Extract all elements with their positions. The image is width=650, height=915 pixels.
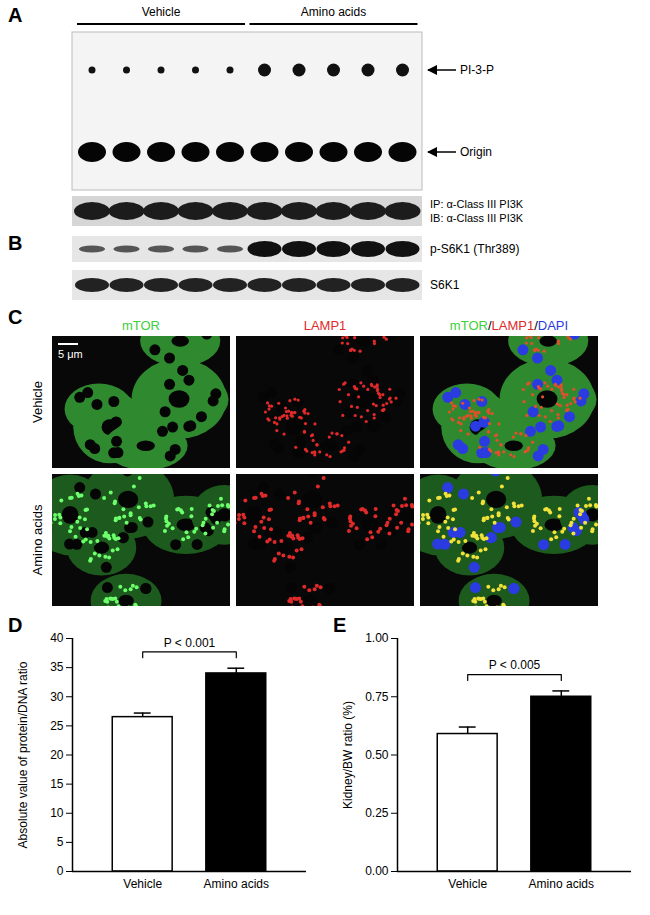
svg-text:B: B: [8, 232, 22, 254]
svg-text:0: 0: [57, 864, 64, 878]
svg-text:0.50: 0.50: [365, 748, 389, 762]
svg-text:mTOR/LAMP1/DAPI: mTOR/LAMP1/DAPI: [450, 318, 568, 333]
svg-text:LAMP1: LAMP1: [304, 318, 347, 333]
svg-text:25: 25: [50, 719, 64, 733]
svg-text:10: 10: [50, 806, 64, 820]
svg-text:Vehicle: Vehicle: [448, 877, 487, 891]
svg-text:mTOR: mTOR: [122, 318, 160, 333]
svg-text:0.25: 0.25: [365, 806, 389, 820]
html-text:D: D: [8, 614, 23, 636]
svg-text:15: 15: [50, 777, 64, 791]
svg-text:Amino acids: Amino acids: [30, 504, 45, 575]
svg-text:0.75: 0.75: [365, 690, 389, 704]
svg-text:Amino acids: Amino acids: [529, 877, 594, 891]
svg-text:Vehicle: Vehicle: [142, 5, 181, 19]
svg-text:C: C: [8, 306, 22, 328]
svg-text:Vehicle: Vehicle: [30, 381, 45, 423]
svg-text:p-S6K1 (Thr389): p-S6K1 (Thr389): [430, 242, 519, 256]
svg-text:S6K1: S6K1: [430, 278, 460, 292]
svg-text:Absolute value of protein/DNA: Absolute value of protein/DNA ratio: [16, 661, 30, 848]
svg-text:35: 35: [50, 660, 64, 674]
svg-text:Vehicle: Vehicle: [123, 877, 162, 891]
svg-text:Amino acids: Amino acids: [204, 877, 269, 891]
svg-text:Kidney/BW ratio (%): Kidney/BW ratio (%): [341, 701, 355, 809]
svg-text:20: 20: [50, 748, 64, 762]
svg-text:5 μm: 5 μm: [58, 348, 83, 360]
svg-text:P < 0.001: P < 0.001: [164, 636, 216, 650]
svg-text:40: 40: [50, 631, 64, 645]
svg-text:5: 5: [57, 835, 64, 849]
html-text:E: E: [333, 614, 347, 636]
svg-text:IB: α-Class III PI3K: IB: α-Class III PI3K: [430, 212, 524, 224]
svg-text:IP: α-Class III PI3K: IP: α-Class III PI3K: [430, 198, 524, 210]
svg-text:PI-3-P: PI-3-P: [460, 63, 494, 77]
svg-text:P < 0.005: P < 0.005: [489, 658, 541, 672]
svg-text:A: A: [8, 4, 22, 26]
svg-text:30: 30: [50, 690, 64, 704]
svg-text:Amino acids: Amino acids: [301, 5, 366, 19]
svg-text:1.00: 1.00: [365, 631, 389, 645]
svg-text:0.00: 0.00: [365, 864, 389, 878]
svg-text:Origin: Origin: [460, 145, 492, 159]
